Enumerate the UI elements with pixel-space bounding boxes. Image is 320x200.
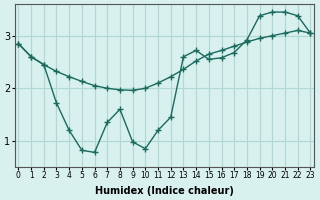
X-axis label: Humidex (Indice chaleur): Humidex (Indice chaleur) bbox=[95, 186, 234, 196]
